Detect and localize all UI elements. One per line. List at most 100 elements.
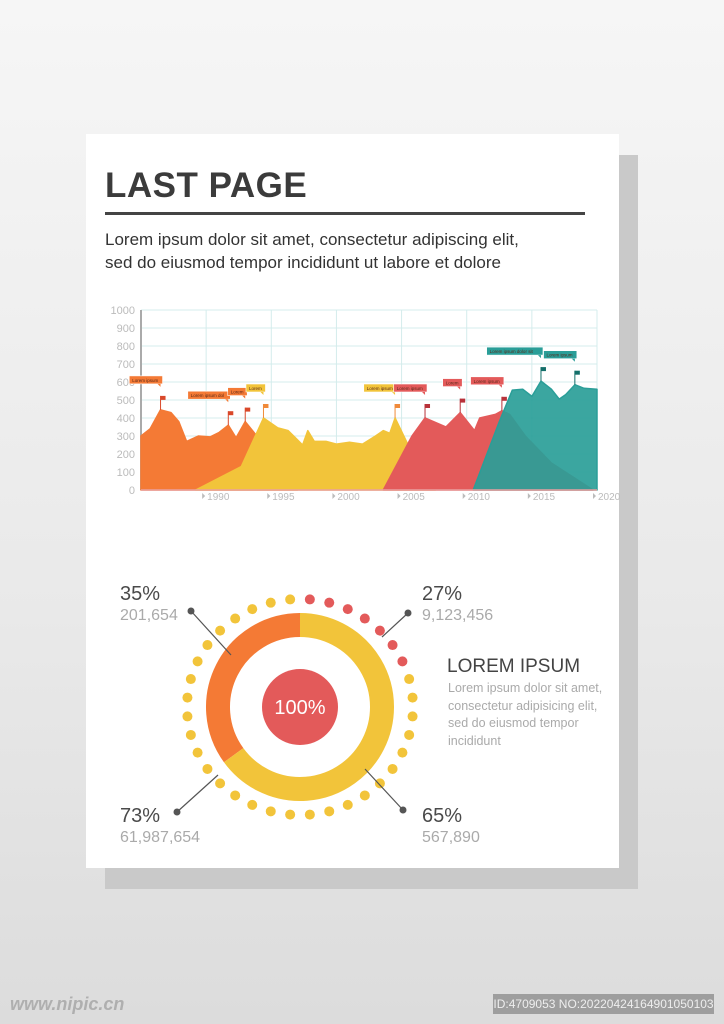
ring-dot-yellow [407, 711, 418, 722]
ring-dot-yellow [397, 747, 408, 758]
leader-dot [404, 609, 412, 617]
y-tick-label: 400 [117, 413, 135, 425]
x-tick-label: 2015 [533, 492, 556, 503]
donut-chart: 100% [173, 594, 418, 820]
ring-dot-yellow [285, 594, 296, 605]
y-tick-label: 900 [117, 323, 135, 335]
callout-pointer [242, 395, 246, 399]
page-title: LAST PAGE [105, 166, 308, 205]
ring-dot-red [374, 625, 385, 636]
callout-label: Lorem ipsum [547, 353, 573, 358]
flag-icon [228, 411, 234, 416]
flag-icon [425, 404, 431, 408]
y-tick-label: 200 [117, 449, 135, 461]
callout-label: Lorem [249, 386, 262, 391]
title-divider [105, 212, 585, 215]
ring-dot-yellow [404, 729, 415, 740]
x-tick-label: 2005 [403, 492, 426, 503]
callout-label: Lorem [446, 381, 459, 386]
ring-dot-yellow [304, 809, 315, 820]
leader-dot [173, 808, 181, 816]
y-tick-label: 100 [117, 467, 135, 479]
ring-dot-yellow [342, 799, 353, 810]
x-tick-arrow-icon [397, 493, 401, 499]
callout-label: Lorem ipsum dolor sit [490, 349, 534, 354]
y-tick-label: 500 [117, 395, 135, 407]
ring-dot-yellow [407, 692, 418, 703]
flag-icon [501, 396, 507, 401]
page-card [86, 134, 619, 868]
x-tick-label: 1990 [207, 492, 230, 503]
callout-box [486, 346, 544, 356]
callout-label: Lorem ipsum [367, 386, 393, 391]
intro-text: Lorem ipsum dolor sit amet, consectetur … [105, 228, 605, 274]
center-circle [262, 669, 338, 745]
intro-line-1: Lorem ipsum dolor sit amet, consectetur … [105, 230, 519, 249]
callout-pointer [571, 358, 575, 362]
area-series-yellow [194, 417, 437, 491]
ring-dot-yellow [387, 763, 398, 774]
ring-dot-yellow [230, 613, 241, 624]
flag-icon [574, 370, 580, 375]
callout-label: Lorem ipsum [397, 386, 423, 391]
callout-label: Lorem ipsum dol [191, 393, 224, 398]
callout-box [543, 350, 578, 360]
flag-icon [460, 398, 466, 403]
stat-pct-2: 27% [422, 583, 463, 605]
watermark-site: www.nipic.cn [10, 994, 125, 1014]
donut-slice-orange [206, 613, 301, 763]
ring-dot-yellow [359, 790, 370, 801]
callout-box [442, 378, 463, 387]
stat-value-1: 201,654 [120, 607, 178, 624]
y-tick-label: 700 [117, 359, 135, 371]
ring-dot-red [397, 656, 408, 667]
callout-pointer [422, 392, 426, 395]
callout-pointer [225, 399, 229, 403]
ring-dot-yellow [285, 809, 296, 820]
leader-line [190, 610, 232, 656]
ring-dot-yellow [404, 674, 415, 685]
leader-line [176, 774, 219, 813]
callout-box [128, 375, 163, 385]
ring-dot-yellow [182, 692, 193, 703]
center-label: 100% [274, 697, 325, 719]
area-series-teal [472, 380, 598, 491]
y-tick-label: 300 [117, 431, 135, 443]
x-tick-label: 1995 [272, 492, 295, 503]
flag-icon [263, 404, 269, 408]
leader-dot [399, 806, 407, 814]
ring-dot-red [324, 597, 335, 608]
callout-box [245, 383, 266, 393]
x-tick-arrow-icon [527, 493, 531, 499]
ring-dot-red [387, 640, 398, 651]
flag-icon [540, 367, 546, 372]
ring-dot-yellow [247, 604, 258, 615]
x-tick-arrow-icon [593, 493, 596, 499]
ring-dot-yellow [230, 790, 241, 801]
ring-dot-red [342, 604, 353, 615]
ring-dot-red [304, 594, 315, 605]
ring-dot-yellow [324, 806, 335, 817]
x-tick-label: 2000 [337, 492, 360, 503]
callout-pointer [457, 386, 461, 390]
ring-dot-red [359, 613, 370, 624]
stat-pct-3: 73% [120, 805, 161, 827]
flag-icon [245, 407, 251, 412]
ring-dot-yellow [202, 763, 213, 774]
leader-dot [187, 607, 195, 615]
ring-dot-yellow [185, 674, 196, 685]
callout-label: Lorem ipsum [132, 378, 158, 383]
donut-slice-yellow [223, 613, 394, 801]
ring-dot-yellow [192, 656, 203, 667]
ring-dot-yellow [215, 778, 226, 789]
ring-dot-yellow [265, 806, 276, 817]
callout-box [393, 383, 428, 393]
intro-line-2: sed do eiusmod tempor incididunt ut labo… [105, 253, 501, 272]
stat-value-2: 9,123,456 [422, 607, 494, 624]
callout-pointer [537, 355, 541, 359]
info-heading: LOREM IPSUM [447, 656, 581, 677]
ring-dot-yellow [192, 747, 203, 758]
callout-box [470, 376, 505, 386]
